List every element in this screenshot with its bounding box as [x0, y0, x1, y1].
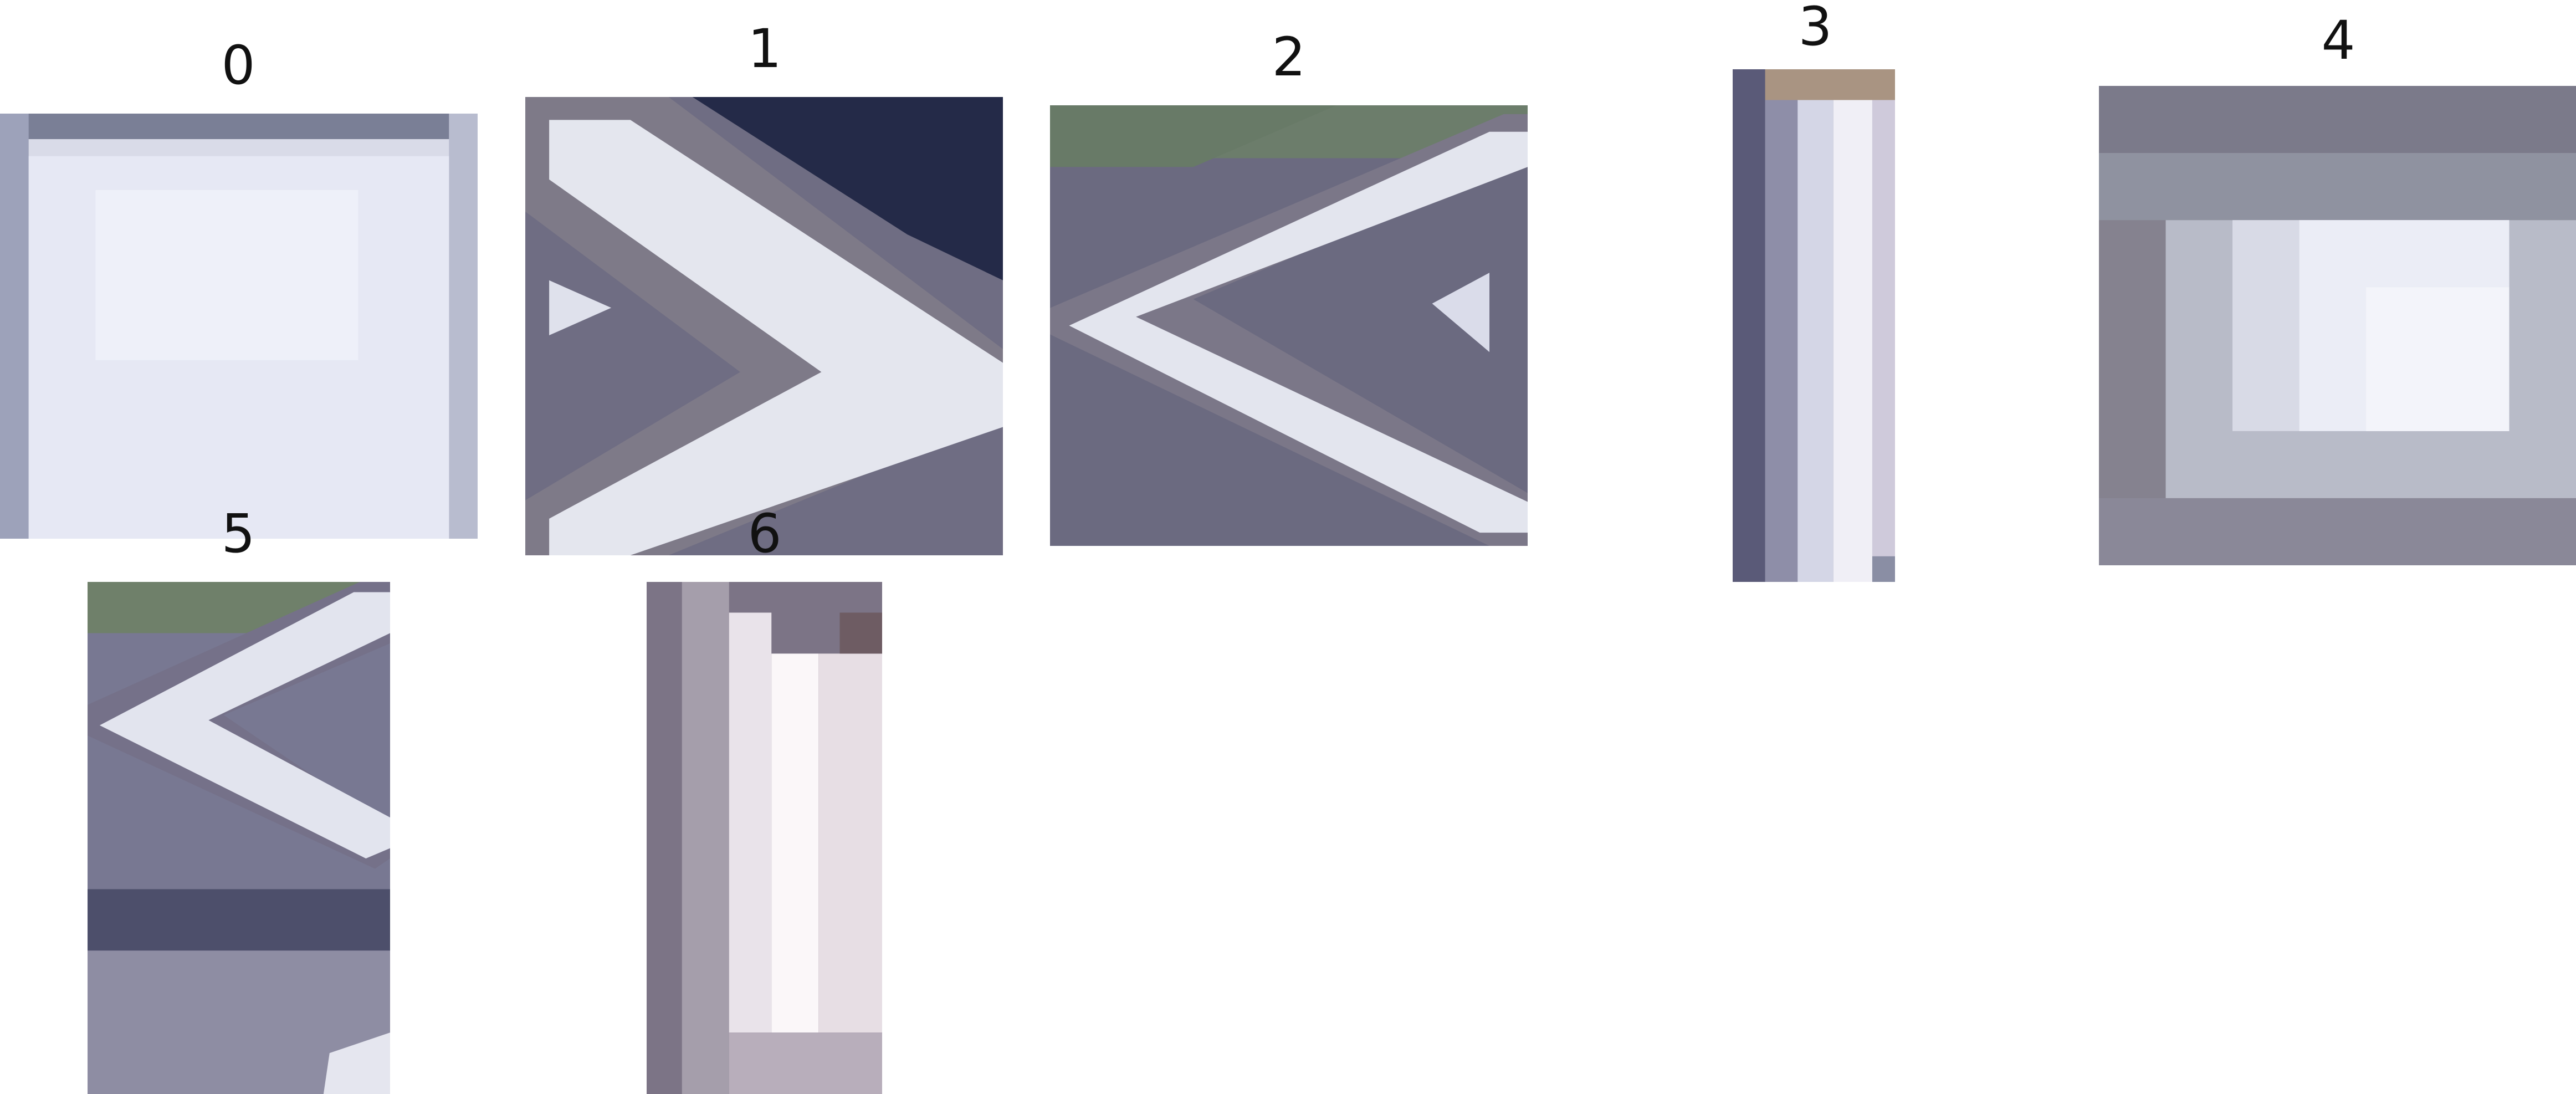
panel-label-0: 0 [221, 34, 255, 96]
panel-label-4: 4 [2321, 9, 2355, 71]
panel-label-1: 1 [747, 18, 782, 80]
panel-5-image [88, 582, 390, 1094]
blurred-light-blob-icon [2099, 86, 2576, 565]
vertical-white-bar-icon [647, 582, 882, 1094]
panel-4-image [2099, 86, 2576, 565]
left-chevron-partial-icon [88, 582, 390, 1094]
white-square-patch-icon [0, 114, 478, 539]
right-chevron-arrow-icon [525, 97, 1003, 555]
panel-1-image [525, 97, 1003, 555]
panel-0-image [0, 114, 478, 539]
panel-label-6: 6 [747, 503, 782, 565]
panel-2-image [1050, 105, 1528, 546]
narrow-white-stripe-icon [1733, 69, 1895, 582]
panel-3-image [1733, 69, 1895, 582]
panel-6-image [647, 582, 882, 1094]
left-chevron-arrow-icon [1050, 105, 1528, 546]
panel-label-3: 3 [1798, 0, 1832, 58]
panel-label-2: 2 [1272, 26, 1306, 88]
panel-label-5: 5 [221, 503, 255, 565]
